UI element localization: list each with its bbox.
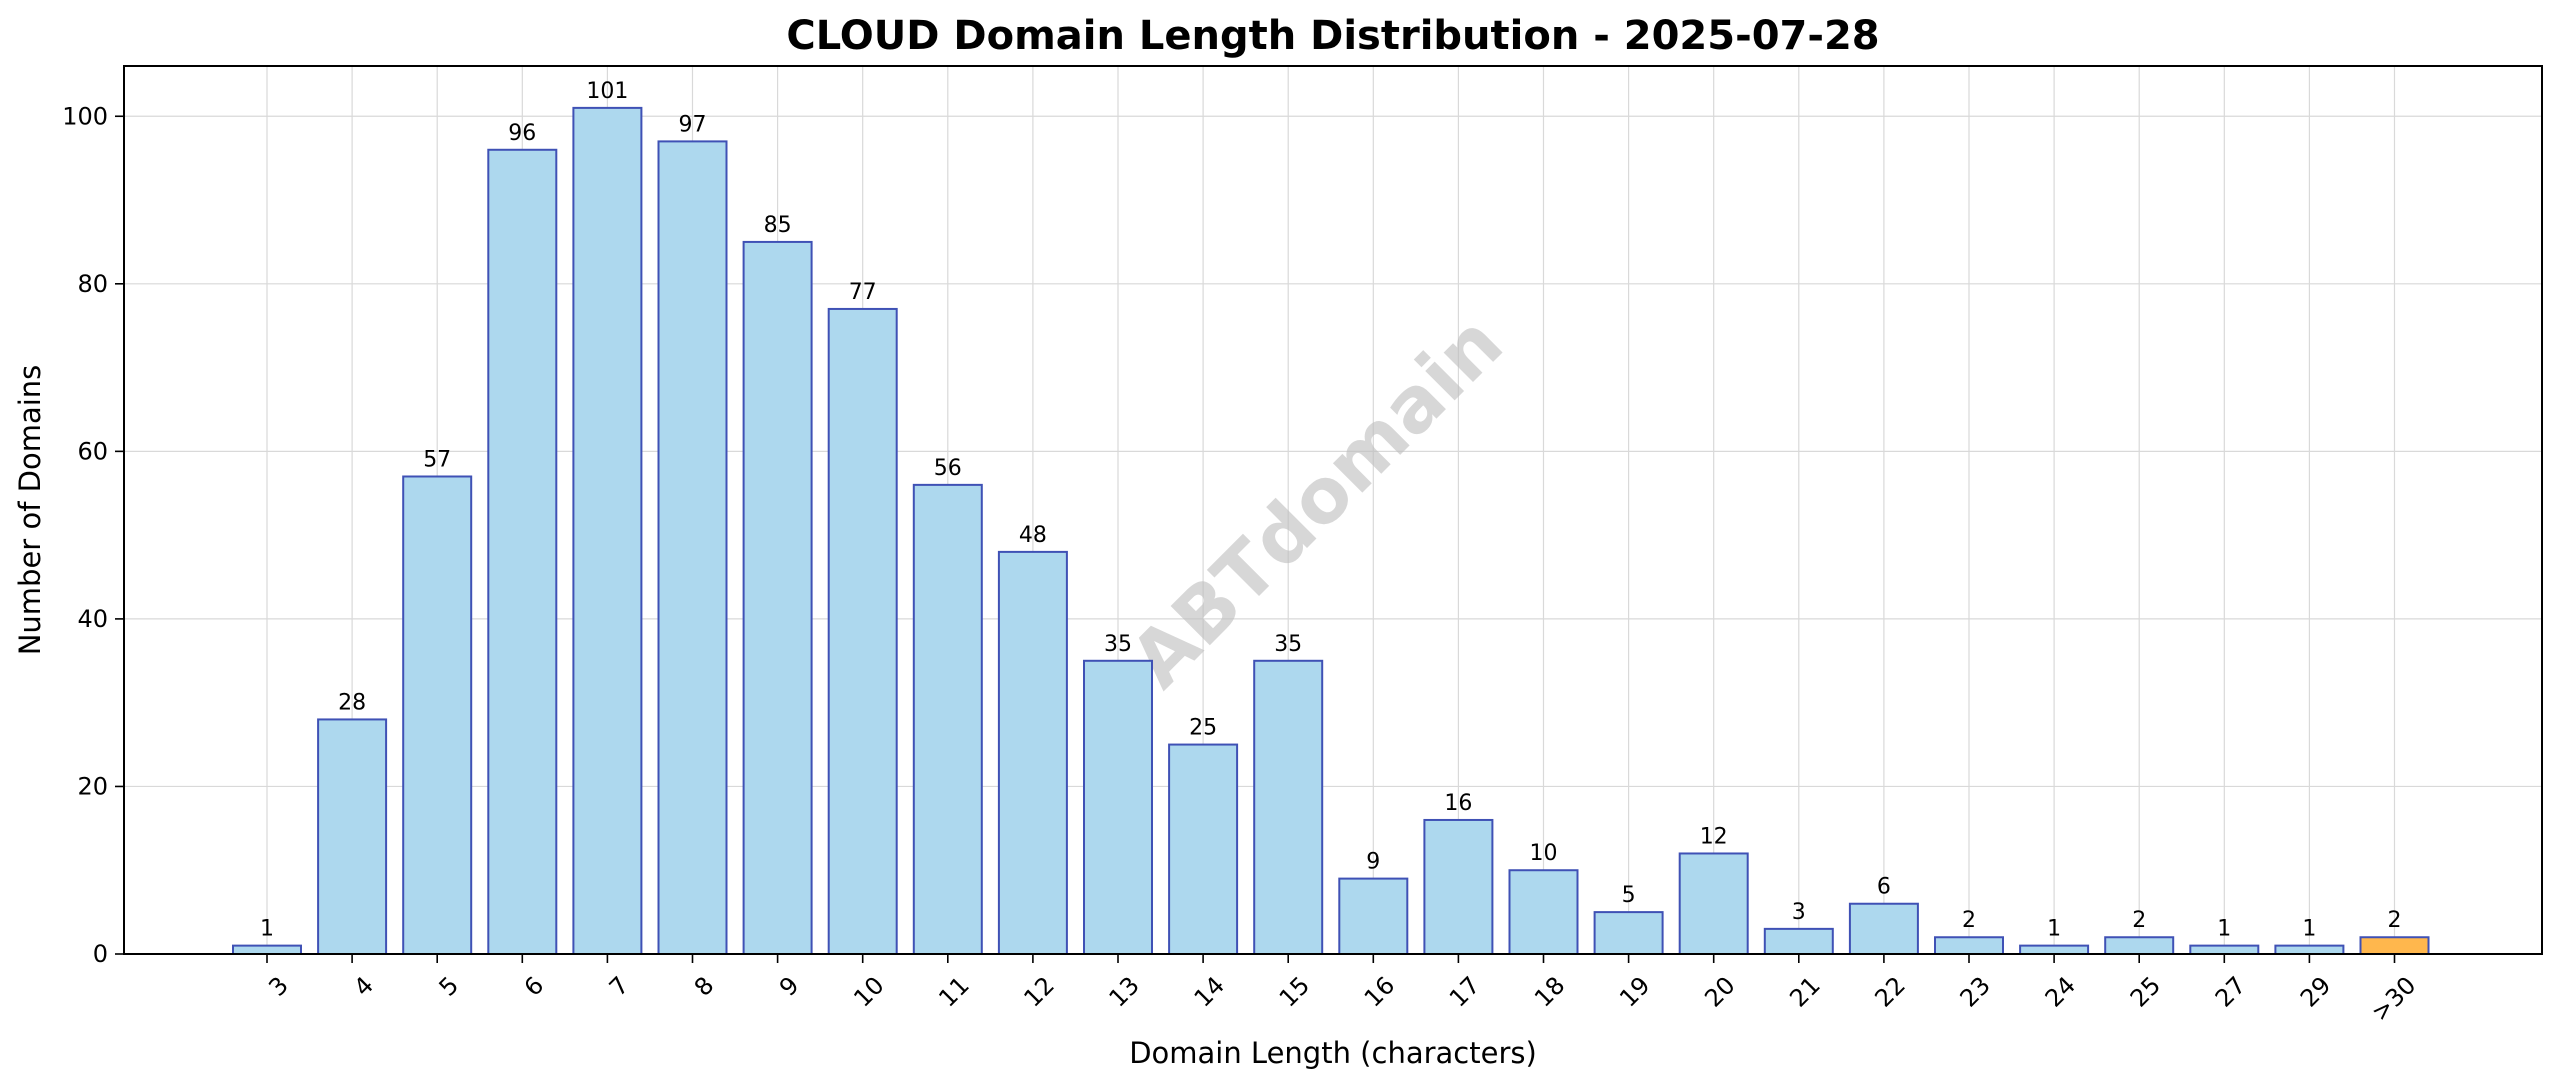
bar-3 [232,944,302,955]
data-label: 56 [934,456,962,481]
data-label: 96 [508,121,536,146]
data-label: 6 [1877,875,1891,900]
x-axis: 3 4 5 6 7 8 9 10 11 12 13 14 15 16 17 18 19 20 21 22 23 24 25 2… [263,954,2421,1027]
x-tick-label: 8 [689,971,720,1002]
bar-20 [1678,852,1749,955]
x-tick-label: 4 [348,971,379,1002]
data-label: 1 [2302,917,2316,942]
x-tick-label: 20 [1699,971,1740,1012]
bar-23 [1934,936,2004,956]
chart-title: CLOUD Domain Length Distribution - 2025-… [786,13,1879,59]
bar-17 [1423,818,1494,956]
y-tick-label: 80 [77,270,108,298]
bar-4 [317,718,388,955]
x-tick-label: 5 [434,971,465,1002]
x-tick-label: 3 [263,971,294,1002]
x-tick-label: 19 [1614,971,1655,1012]
x-tick-label: 16 [1359,971,1400,1012]
x-tick-label: 10 [848,971,889,1012]
x-tick-label: 7 [604,971,635,1002]
x-tick-label: 21 [1784,971,1825,1012]
bar-29 [2274,944,2345,955]
data-label: 1 [2047,917,2061,942]
bar-27 [2189,944,2260,955]
plot-frame [123,65,2543,955]
x-tick-label: 25 [2125,971,2166,1012]
bar-8 [657,140,728,955]
data-label: 57 [423,447,451,472]
y-axis: 0 20 40 60 80 100 [62,102,124,968]
data-label: 85 [764,213,792,238]
bar-14 [1168,743,1239,955]
bar-16 [1338,877,1409,955]
x-axis-label: Domain Length (characters) [1129,1036,1537,1070]
data-label: 97 [679,112,707,137]
bar-19 [1593,911,1664,956]
data-label: 35 [1104,632,1132,657]
data-label: 12 [1700,824,1728,849]
x-tick-label: 11 [933,971,974,1012]
data-label: 9 [1366,850,1380,875]
bar-7 [572,106,643,956]
y-axis-label: Number of Domains [13,365,47,656]
bar-12 [997,550,1068,955]
x-tick-label: 12 [1018,971,1059,1012]
x-tick-label: 17 [1444,971,1485,1012]
data-label: 48 [1019,523,1047,548]
y-tick-label: 40 [77,605,108,633]
x-tick-label: 24 [2040,971,2081,1012]
data-label: 5 [1622,883,1636,908]
bar-15 [1253,659,1324,956]
y-tick-label: 100 [62,102,108,130]
bars-layer [232,106,2430,956]
bar-25 [2104,936,2175,956]
x-tick-label: 15 [1274,971,1315,1012]
bar-9 [742,240,813,956]
bar-5 [402,475,473,955]
data-label: 1 [2217,917,2231,942]
x-tick-label: 9 [774,971,805,1002]
x-tick-label: 27 [2210,971,2251,1012]
x-tick-label: 6 [519,971,550,1002]
data-label: 101 [586,79,628,104]
x-tick-label: 18 [1529,971,1570,1012]
data-label: 2 [2388,908,2402,933]
bar-6 [487,148,558,956]
data-label: 77 [849,280,877,305]
x-tick-label: 14 [1189,971,1230,1012]
data-label: 3 [1792,900,1806,925]
y-tick-label: 60 [77,437,108,465]
x-tick-label: >30 [2366,971,2422,1027]
data-label: 35 [1274,632,1302,657]
bar-24 [2019,944,2090,955]
data-label: 1 [260,917,274,942]
data-label: 2 [1962,908,1976,933]
bar-gt30 [2359,936,2430,956]
bar-11 [912,483,983,955]
data-label: 28 [338,690,366,715]
x-tick-label: 13 [1104,971,1145,1012]
y-tick-label: 0 [93,940,108,968]
bar-13 [1083,659,1153,956]
x-tick-label: 22 [1869,971,1910,1012]
y-tick-label: 20 [77,772,108,800]
data-label: 10 [1530,841,1558,866]
bar-10 [827,307,898,955]
bar-21 [1763,927,1834,955]
bar-22 [1848,902,1919,955]
data-label: 2 [2132,908,2146,933]
bar-18 [1508,869,1579,956]
data-label: 25 [1189,716,1217,741]
data-label: 16 [1444,791,1472,816]
x-tick-label: 29 [2295,971,2336,1012]
x-tick-label: 23 [1955,971,1996,1012]
